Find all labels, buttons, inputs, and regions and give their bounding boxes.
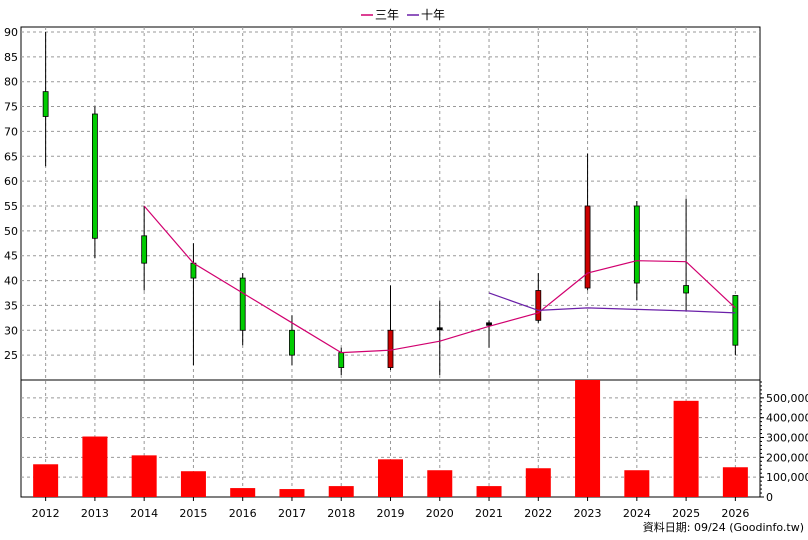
- price-tick-label: 80: [4, 76, 18, 89]
- price-tick-label: 75: [4, 101, 18, 114]
- candle-body: [190, 262, 197, 279]
- volume-panel: 0 100,000 200,000 300,000 400,000 500,000: [21, 380, 808, 504]
- candle-body: [338, 352, 345, 368]
- volume-bar: [33, 464, 59, 497]
- volume-tick-label: 100,000: [766, 471, 808, 484]
- volume-bar: [82, 436, 108, 497]
- price-tick-label: 25: [4, 349, 18, 362]
- candle-body: [486, 322, 492, 326]
- x-tick-label: 2018: [327, 507, 355, 520]
- candle-body: [42, 91, 49, 117]
- volume-bar: [131, 455, 157, 497]
- price-tick-label: 70: [4, 125, 18, 138]
- volume-bar: [722, 467, 748, 497]
- x-tick-label: 2026: [721, 507, 749, 520]
- volume-tick-label: 200,000: [766, 451, 808, 464]
- moving-average-line: [488, 292, 736, 314]
- volume-bar: [378, 459, 403, 497]
- volume-bar: [230, 488, 256, 497]
- legend: 三年 十年: [361, 8, 445, 22]
- price-tick-label: 40: [4, 275, 18, 288]
- volume-tick-label: 500,000: [766, 392, 808, 405]
- x-tick-label: 2022: [524, 507, 552, 520]
- price-tick-label: 85: [4, 51, 18, 64]
- x-axis: 2012 2013 2014 2015 2016 2017 2018 2019 2020 2021…: [32, 497, 749, 520]
- candle-body: [683, 285, 689, 294]
- candle-body: [436, 327, 443, 331]
- candle-body: [584, 205, 591, 289]
- price-tick-label: 50: [4, 225, 18, 238]
- volume-bar: [279, 489, 305, 497]
- data-date-footer: 資料日期: 09/24 (Goodinfo.tw): [643, 520, 804, 534]
- candle-body: [239, 277, 246, 331]
- volume-bar: [328, 486, 354, 497]
- volume-bar: [180, 471, 206, 497]
- price-tick-label: 65: [4, 150, 18, 163]
- volume-bar: [673, 400, 699, 497]
- x-tick-label: 2020: [426, 507, 454, 520]
- x-tick-label: 2016: [229, 507, 257, 520]
- price-tick-label: 35: [4, 299, 18, 312]
- x-tick-label: 2013: [81, 507, 109, 520]
- volume-bar: [427, 470, 453, 497]
- volume-bar: [476, 486, 502, 497]
- x-tick-label: 2025: [672, 507, 700, 520]
- legend-label: 三年: [375, 8, 399, 22]
- price-tick-label: 45: [4, 250, 18, 263]
- candle-body: [387, 329, 394, 368]
- price-tick-label: 90: [4, 26, 18, 39]
- candle-body: [633, 205, 640, 284]
- price-tick-label: 55: [4, 200, 18, 213]
- price-panel: 25 30 35 40 45 50 55 60 65 70 75 80 85 90: [4, 26, 761, 498]
- candle-body: [141, 235, 148, 264]
- moving-average-line: [143, 205, 736, 354]
- price-tick-label: 60: [4, 175, 18, 188]
- volume-bar: [575, 380, 601, 497]
- candle-body: [535, 290, 542, 321]
- x-tick-label: 2015: [179, 507, 207, 520]
- x-tick-label: 2021: [475, 507, 503, 520]
- volume-tick-label: 0: [766, 491, 773, 504]
- x-tick-label: 2012: [32, 507, 60, 520]
- volume-bar: [525, 468, 551, 497]
- price-tick-label: 30: [4, 324, 18, 337]
- legend-label: 十年: [421, 8, 445, 22]
- x-tick-label: 2017: [278, 507, 306, 520]
- x-tick-label: 2019: [377, 507, 405, 520]
- candle-body: [732, 295, 739, 346]
- volume-bar: [624, 470, 650, 497]
- candle-body: [92, 113, 98, 239]
- x-tick-label: 2023: [574, 507, 602, 520]
- x-tick-label: 2014: [130, 507, 158, 520]
- candle-body: [289, 329, 295, 356]
- volume-tick-label: 300,000: [766, 432, 808, 445]
- x-tick-label: 2024: [623, 507, 651, 520]
- volume-tick-label: 400,000: [766, 412, 808, 425]
